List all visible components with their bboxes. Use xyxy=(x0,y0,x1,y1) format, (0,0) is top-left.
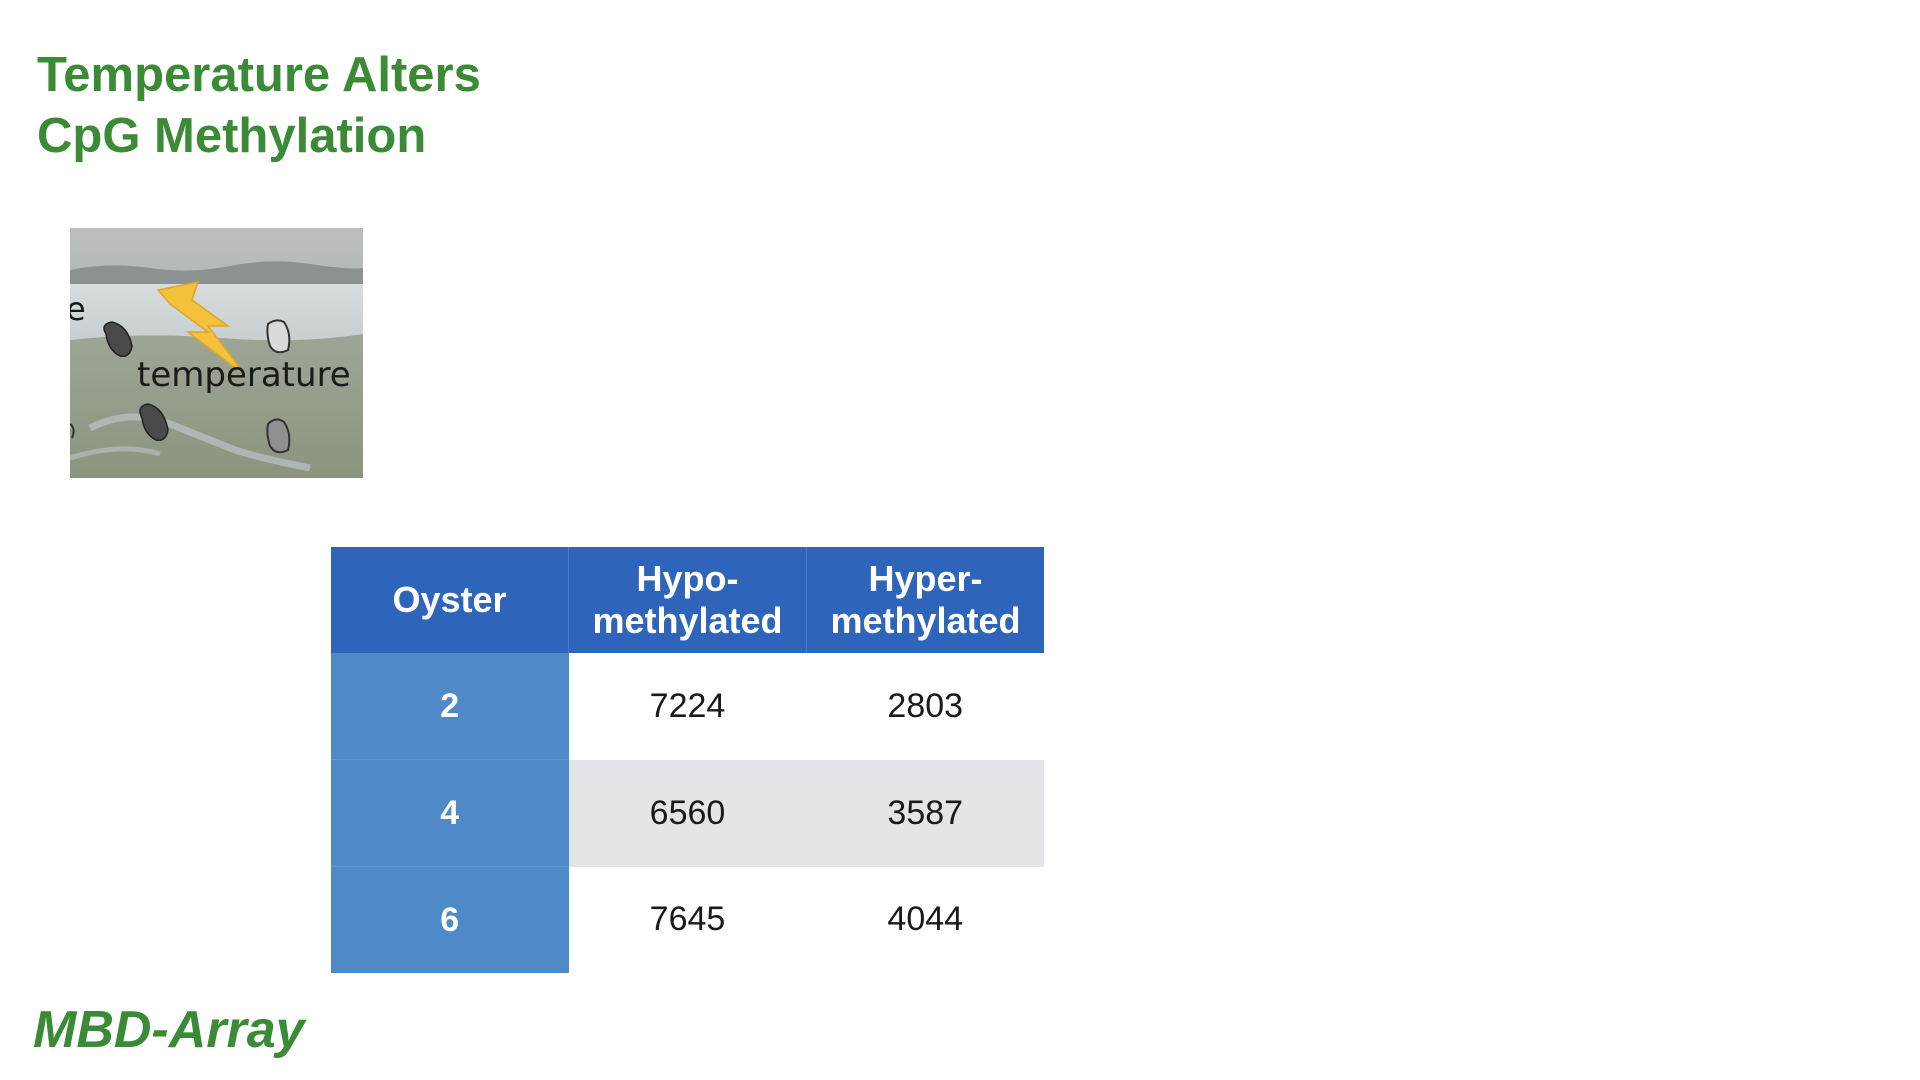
header-hypermethylated: Hyper- methylated xyxy=(806,547,1044,653)
header-hypomethylated: Hypo- methylated xyxy=(568,547,807,653)
hyper-value-cell: 3587 xyxy=(806,759,1044,867)
header-oyster: Oyster xyxy=(331,547,569,653)
oyster-id-cell: 2 xyxy=(331,653,569,760)
hypo-value-cell: 7645 xyxy=(568,866,807,973)
oyster-id-cell: 4 xyxy=(331,759,569,867)
oyster-id-cell: 6 xyxy=(331,866,569,973)
oyster-shell-dark-1 xyxy=(103,321,133,358)
header-hypo-line-2: methylated xyxy=(592,600,783,641)
table-row: 4 6560 3587 xyxy=(331,759,1044,867)
photo-temperature-label: temperature xyxy=(137,355,351,395)
header-hyper-line-2: methylated xyxy=(830,600,1021,641)
oyster-shell-light-1 xyxy=(266,319,291,354)
table-row: 2 7224 2803 xyxy=(331,653,1044,760)
table-row: 6 7645 4044 xyxy=(331,866,1044,973)
photo-fragment-letter: e xyxy=(70,290,86,328)
oyster-shell-dark-2 xyxy=(139,403,169,442)
hypo-value-cell: 7224 xyxy=(568,653,807,760)
slide-title: Temperature Alters CpG Methylation xyxy=(37,45,481,167)
hypo-value-cell: 6560 xyxy=(568,759,807,867)
lightning-icon xyxy=(156,281,247,377)
header-hypo-line-1: Hypo- xyxy=(636,558,739,599)
slide-footer-label: MBD-Array xyxy=(33,1001,305,1059)
estuary-photo: e temperature xyxy=(70,228,363,478)
slide-title-line-1: Temperature Alters xyxy=(37,48,481,102)
header-hyper-line-1: Hyper- xyxy=(868,558,983,599)
oyster-shell-gray-2 xyxy=(266,418,291,454)
methylation-table: Oyster Hypo- methylated Hyper- methylate… xyxy=(331,547,1044,973)
slide-title-line-2: CpG Methylation xyxy=(37,109,427,163)
hyper-value-cell: 4044 xyxy=(806,866,1044,973)
hyper-value-cell: 2803 xyxy=(806,653,1044,760)
table-header-row: Oyster Hypo- methylated Hyper- methylate… xyxy=(331,547,1044,653)
